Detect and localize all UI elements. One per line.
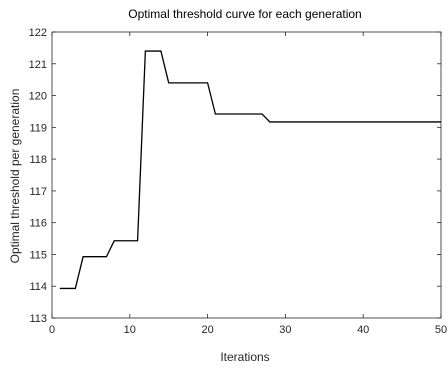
y-tick-label: 118 [29,154,47,166]
plot-frame [51,31,442,319]
x-tick-label: 10 [124,324,136,336]
y-tick-label: 114 [29,281,47,293]
y-tick-label: 121 [29,59,47,71]
y-axis-label: Optimal threshold per generation [8,89,22,264]
x-tick-label: 50 [435,324,447,336]
y-tick-label: 117 [29,186,47,198]
y-tick-label: 116 [29,218,47,230]
chart-title: Optimal threshold curve for each generat… [128,7,361,21]
y-tick-label: 120 [29,91,47,103]
plot-area [51,31,442,319]
x-axis-label: Iterations [220,350,269,364]
x-tick-label: 0 [49,324,55,336]
y-tick-label: 115 [29,249,47,261]
x-tick-label: 30 [279,324,291,336]
axis-ticks: 0 10 20 30 40 50 113 114 115 116 117 118 119 120 121 12… [29,27,447,336]
series-line [59,50,441,290]
y-tick-label: 122 [29,27,47,39]
x-tick-label: 20 [201,324,213,336]
y-tick-label: 119 [29,122,47,134]
x-tick-label: 40 [357,324,369,336]
y-tick-label: 113 [29,313,47,325]
